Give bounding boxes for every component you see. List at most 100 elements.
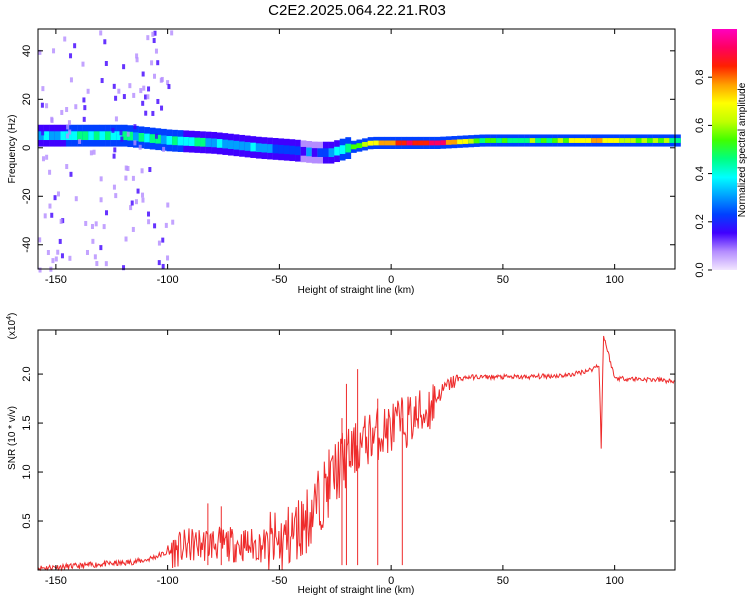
spectrogram-noise — [166, 202, 170, 208]
spectrogram-noise — [85, 249, 89, 255]
spectrogram-cell — [138, 133, 145, 142]
spectrogram-noise — [144, 110, 148, 116]
spectrogram-noise — [52, 48, 56, 54]
spectrogram-noise — [99, 176, 103, 182]
spectrogram-cell — [350, 144, 357, 150]
snr-y-label: SNR (10 * v/v) — [7, 406, 18, 470]
spectrogram-cell — [518, 138, 525, 143]
spectrogram-noise — [74, 104, 78, 110]
spectrogram-y-ticks: -40 -20 0 20 40 — [21, 45, 675, 253]
spectrogram-noise — [147, 86, 151, 92]
spectrogram-noise — [157, 240, 161, 246]
spectrogram-noise — [141, 71, 145, 77]
spectrogram-cell — [512, 138, 519, 143]
colorbar-tick-label: 0.4 — [694, 166, 706, 181]
spectrogram-noise — [131, 175, 135, 181]
spectrogram-noise — [40, 102, 44, 108]
spectrogram-noise — [166, 255, 170, 261]
spectrogram-cell — [613, 138, 620, 143]
snr-y-multiplier-exp: 4 — [6, 316, 13, 320]
spectrogram-noise — [82, 116, 86, 122]
spectrogram-noise — [69, 53, 73, 59]
spectrogram-cell — [546, 138, 553, 143]
spectrogram-noise — [61, 218, 65, 224]
spectrogram-noise — [126, 131, 130, 137]
spectrogram-noise — [124, 175, 128, 181]
spectrogram-cell — [362, 141, 368, 147]
spectrogram-cell — [496, 138, 503, 143]
snr-y-multiplier-base: (x10 — [7, 319, 18, 339]
spectrogram-cell — [289, 145, 296, 155]
spectrogram-cell — [272, 144, 279, 154]
spectrogram-noise — [74, 196, 78, 202]
spectrogram-cell — [311, 148, 318, 157]
spectrogram-noise — [135, 57, 139, 63]
spectrogram-cell — [244, 142, 251, 151]
spectrogram-cell — [669, 138, 676, 143]
spectrogram-noise — [119, 130, 123, 136]
spectrogram-noise — [41, 86, 45, 92]
snr-x-ticks: -150 -100 -50 0 50 100 — [45, 330, 624, 587]
spectrogram-cell — [250, 142, 257, 152]
spectrogram-noise — [150, 60, 154, 66]
spectrogram-y-tick-label: -20 — [21, 188, 33, 204]
spectrogram-cell — [507, 138, 514, 143]
spectrogram-frame — [37, 28, 676, 270]
spectrogram-noise — [112, 184, 116, 190]
spectrogram-cell — [557, 138, 564, 143]
spectrogram-noise — [133, 124, 137, 130]
spectrogram-cell — [373, 140, 380, 146]
spectrogram-cell — [194, 137, 201, 147]
spectrogram-cell — [602, 138, 609, 143]
snr-x-tick-label: 100 — [605, 575, 623, 587]
spectrogram-cell — [630, 138, 637, 143]
spectrogram-cell — [445, 139, 452, 145]
spectrogram-cell — [71, 131, 78, 141]
spectrogram-noise — [69, 171, 73, 177]
spectrogram-cell — [339, 145, 346, 154]
spectrogram-cell — [658, 138, 665, 143]
spectrogram-noise — [153, 223, 157, 229]
spectrogram-cell — [183, 137, 190, 146]
spectrogram-cell — [619, 138, 625, 143]
snr-x-tick-label: -50 — [271, 575, 287, 587]
spectrogram-cell — [490, 138, 497, 143]
spectrogram-noise — [89, 150, 93, 156]
spectrogram-noise — [66, 133, 70, 139]
spectrogram-cell — [663, 138, 670, 143]
spectrogram-x-tick-label: 100 — [605, 274, 623, 286]
spectrogram-noise — [122, 94, 126, 100]
spectrogram-cell — [563, 138, 570, 143]
spectrogram-cell — [127, 131, 134, 141]
snr-series-line — [37, 335, 675, 572]
spectrogram-noise — [134, 199, 138, 205]
spectrogram-x-tick-label: 50 — [497, 274, 509, 286]
spectrogram-noise — [160, 105, 164, 111]
spectrogram-cell — [568, 138, 575, 143]
spectrogram-noise — [68, 255, 72, 261]
spectrogram-noise — [146, 35, 150, 41]
spectrogram-noise — [81, 61, 85, 67]
spectrogram-cell — [367, 140, 374, 146]
spectrogram-cell — [345, 143, 352, 153]
spectrogram-cell — [607, 138, 614, 143]
spectrogram-cell — [334, 146, 340, 156]
spectrogram-cell — [451, 139, 458, 145]
spectrogram-cell — [99, 131, 106, 141]
spectrogram-noise — [53, 195, 57, 201]
spectrogram-noise — [104, 261, 108, 267]
spectrogram-noise — [48, 203, 52, 209]
spectrogram-cell — [378, 140, 385, 146]
spectrogram-noise — [147, 211, 151, 217]
spectrogram-noise — [38, 49, 42, 55]
spectrogram-cell — [155, 134, 162, 144]
spectrogram-noise — [56, 249, 60, 255]
spectrogram-y-tick-label: 40 — [21, 45, 33, 57]
spectrogram-noise — [83, 105, 87, 111]
spectrogram-noise — [112, 153, 116, 159]
spectrogram-noise — [113, 147, 117, 153]
spectrogram-cell — [675, 138, 681, 143]
spectrogram-cell — [406, 140, 413, 146]
spectrogram-noise — [146, 94, 150, 100]
